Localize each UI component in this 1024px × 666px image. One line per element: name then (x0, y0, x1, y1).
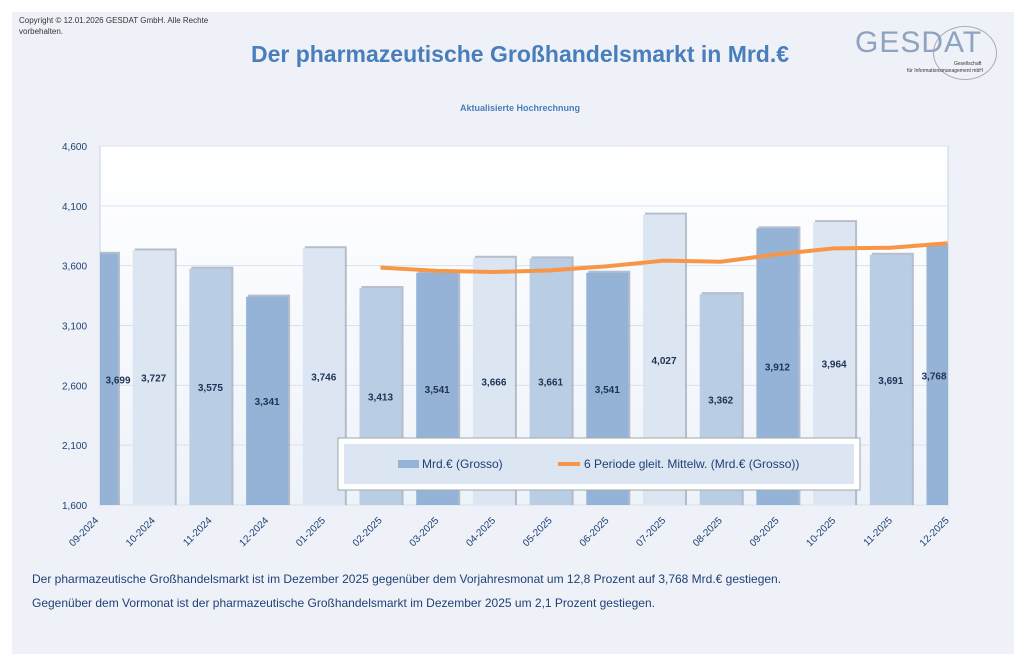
note-1: Der pharmazeutische Großhandelsmarkt ist… (32, 572, 782, 586)
y-tick-label: 1,600 (62, 501, 87, 512)
data-label: 3,341 (255, 397, 280, 408)
data-label: 3,699 (105, 375, 130, 386)
copyright-text: Copyright © 12.01.2026 GESDAT GmbH. Alle… (19, 16, 209, 36)
legend-line-label: 6 Periode gleit. Mittelw. (Mrd.€ (Grosso… (584, 457, 799, 471)
gesdat-logo: GESDAT Gesellschaft für Informationsmana… (855, 26, 1000, 82)
x-tick-label: 10-2024 (124, 515, 158, 549)
y-tick-label: 3,100 (62, 322, 87, 333)
moving-average-line (380, 241, 948, 275)
data-label: 3,746 (311, 373, 336, 384)
bar (926, 245, 948, 505)
x-tick-label: 05-2025 (521, 515, 555, 549)
x-tick-label: 09-2025 (748, 515, 782, 549)
data-label: 3,413 (368, 393, 393, 404)
logo-circle (933, 26, 997, 80)
bar (869, 254, 912, 505)
data-label: 3,691 (878, 376, 903, 387)
x-tick-label: 03-2025 (408, 515, 442, 549)
y-tick-label: 3,600 (62, 262, 87, 273)
chart-subtitle: Aktualisierte Hochrechnung (459, 103, 581, 113)
x-tick-label: 06-2025 (578, 515, 612, 549)
data-label: 4,027 (651, 356, 676, 367)
logo-subtext-2: für Informationsmanagement mbH (907, 68, 983, 74)
bar (100, 253, 118, 505)
x-tick-label: 08-2025 (691, 515, 725, 549)
x-tick-label: 11-2025 (862, 515, 896, 549)
data-label: 3,362 (708, 396, 733, 407)
x-tick-label: 02-2025 (351, 515, 385, 549)
y-tick-label: 4,600 (62, 142, 87, 153)
bar (132, 250, 175, 505)
data-label: 3,912 (765, 363, 790, 374)
y-tick-label: 4,100 (62, 202, 87, 213)
logo-subtext-1: Gesellschaft (954, 61, 982, 67)
data-label: 3,575 (198, 383, 223, 394)
x-tick-label: 12-2024 (237, 515, 271, 549)
data-label: 3,541 (595, 385, 620, 396)
bar (246, 296, 289, 505)
chart-title: Der pharmazeutische Großhandelsmarkt in … (250, 41, 790, 67)
x-tick-label: 04-2025 (464, 515, 498, 549)
x-tick-label: 12-2025 (918, 515, 952, 549)
logo-text: GESDAT (855, 26, 983, 59)
legend-bar-label: Mrd.€ (Grosso) (422, 457, 503, 471)
bar (189, 268, 232, 505)
y-tick-label: 2,100 (62, 441, 87, 452)
data-label: 3,768 (921, 371, 946, 382)
data-label: 3,964 (822, 360, 847, 371)
legend-inner (344, 444, 854, 484)
x-tick-label: 11-2024 (181, 515, 215, 549)
legend-bar-swatch (398, 460, 419, 468)
data-label: 3,661 (538, 378, 563, 389)
x-tick-label: 09-2024 (67, 515, 101, 549)
data-label: 3,541 (425, 385, 450, 396)
x-tick-label: 07-2025 (634, 515, 668, 549)
data-label: 3,727 (141, 374, 166, 385)
note-2: Gegenüber dem Vormonat ist der pharmazeu… (32, 596, 655, 610)
x-tick-label: 01-2025 (294, 515, 328, 549)
y-tick-label: 2,600 (62, 381, 87, 392)
x-tick-label: 10-2025 (804, 515, 838, 549)
data-label: 3,666 (481, 377, 506, 388)
